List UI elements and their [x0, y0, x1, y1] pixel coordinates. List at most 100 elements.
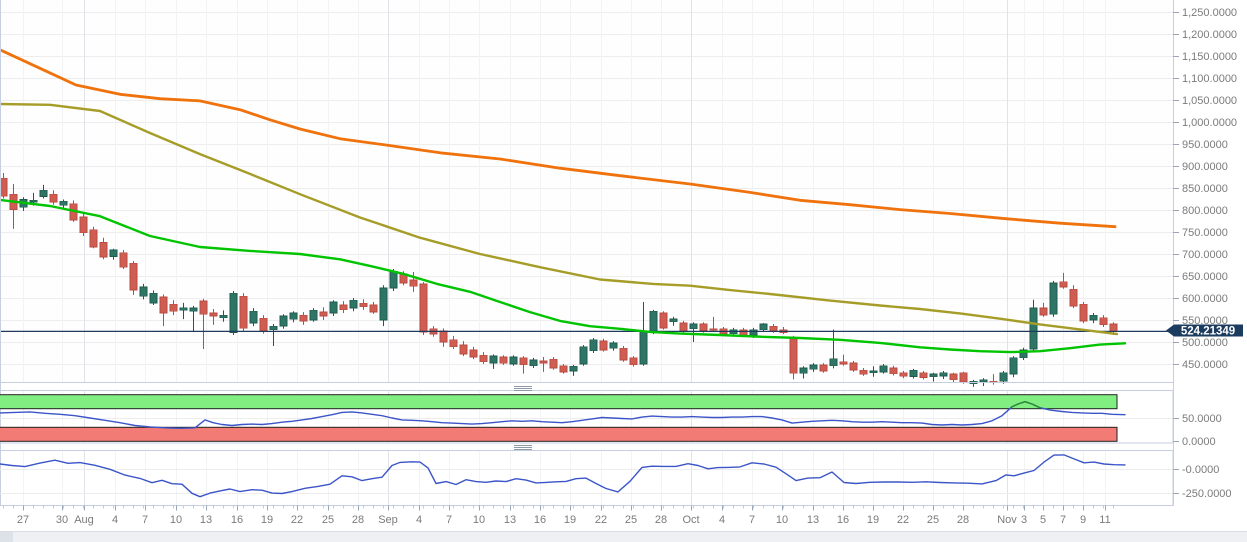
price-axis-label: 800.0000 [1182, 205, 1228, 217]
candle-body [689, 323, 698, 330]
candle-body [219, 314, 228, 319]
candle-body [699, 323, 708, 331]
price-axis-label: 1,200.0000 [1182, 29, 1237, 41]
x-axis-label: Aug [74, 514, 94, 526]
last-price-badge: 524.21349 [1166, 324, 1243, 338]
oversold-band [0, 426, 1118, 442]
price-axis-label: 550.0000 [1182, 315, 1228, 327]
candle-body [189, 307, 198, 312]
price-axis-label: 1,050.0000 [1182, 95, 1237, 107]
bottom-scrollbar-handle[interactable] [0, 532, 13, 542]
overbought-band [0, 394, 1118, 410]
candle-body [809, 364, 818, 370]
x-axis-label: 4 [719, 514, 725, 526]
candle-body [959, 372, 968, 383]
x-axis-label: 13 [504, 514, 516, 526]
candle-body [1109, 323, 1118, 332]
x-axis-label: 10 [776, 514, 788, 526]
x-axis-label: 19 [867, 514, 879, 526]
x-axis-label: 25 [322, 514, 334, 526]
candle-body [1079, 303, 1088, 322]
price-axis-label: 900.0000 [1182, 161, 1228, 173]
candle-body [139, 286, 148, 297]
ma-line-fast [0, 198, 1127, 354]
candle-body [929, 373, 938, 378]
oscillator1-axis-label: 0.0000 [1182, 436, 1216, 448]
x-axis-label: 10 [473, 514, 485, 526]
candle-body [899, 372, 908, 377]
candle-body [0, 177, 8, 197]
x-axis-label: 4 [112, 514, 118, 526]
price-axis-label: 1,000.0000 [1182, 117, 1237, 129]
candle-body [599, 340, 608, 351]
candle-body [819, 364, 828, 372]
x-axis-label: 19 [261, 514, 273, 526]
candle-body [259, 317, 268, 332]
candle-body [849, 362, 858, 371]
last-price-badge-label: 524.21349 [1181, 326, 1235, 338]
candle-body [379, 287, 388, 321]
candle-body [679, 322, 688, 332]
candle-body [409, 279, 418, 287]
candle-body [199, 300, 208, 315]
candle-body [359, 302, 368, 308]
candle-body [149, 292, 158, 304]
candle-body [169, 303, 178, 312]
candle-body [459, 344, 468, 355]
candle-body [629, 357, 638, 366]
price-axis-label: 650.0000 [1182, 271, 1228, 283]
candle-body [939, 372, 948, 377]
main-plot-area[interactable] [0, 0, 1173, 383]
x-axis-label: 16 [534, 514, 546, 526]
candle-body [499, 356, 508, 364]
x-axis-label: 16 [231, 514, 243, 526]
candle-body [239, 295, 248, 329]
candle-body [1019, 349, 1028, 359]
bottom-scrollbar[interactable] [0, 531, 1247, 542]
candle-body [479, 354, 488, 363]
candle-body [799, 367, 808, 374]
candle-body [389, 270, 398, 289]
candle-body [249, 310, 258, 324]
candle-body [79, 216, 88, 234]
candle-body [1069, 288, 1078, 307]
ma-line-slow [0, 48, 1117, 229]
candle-body [789, 338, 798, 374]
candle-body [1089, 314, 1098, 321]
candle-body [519, 357, 528, 366]
candle-body [129, 262, 138, 291]
oscillator2-axis-label: -250.0000 [1182, 488, 1232, 500]
candle-body [349, 299, 358, 309]
candle-body [319, 311, 328, 317]
oscillator2-panel [0, 450, 1174, 506]
candle-body [119, 252, 128, 268]
x-axis-label: Sep [378, 514, 398, 526]
x-axis-label: 11 [1099, 514, 1110, 526]
x-axis-label: 28 [957, 514, 969, 526]
candle-body [49, 193, 58, 203]
candle-body [579, 346, 588, 365]
candle-body [1039, 307, 1048, 316]
x-axis-label: 25 [927, 514, 939, 526]
candle-body [1029, 307, 1038, 350]
oscillator1-line [0, 401, 1126, 429]
candle-body [909, 369, 918, 377]
candle-body [759, 323, 768, 331]
price-axis-label: 450.0000 [1182, 359, 1228, 371]
candle-body [829, 358, 838, 367]
x-axis-label: 22 [595, 514, 607, 526]
candle-body [109, 249, 118, 257]
candle-body [949, 373, 958, 381]
x-axis-label: 10 [170, 514, 182, 526]
candle-body [879, 365, 888, 373]
candle-body [269, 325, 278, 331]
x-axis-label: 13 [200, 514, 212, 526]
candle-body [769, 325, 778, 332]
x-axis-label: Oct [682, 514, 699, 526]
candle-body [869, 370, 878, 374]
oscillator1-axis-label: 50.0000 [1182, 413, 1222, 425]
candle-body [339, 304, 348, 311]
candle-body [489, 355, 498, 364]
candle-body [89, 229, 98, 248]
